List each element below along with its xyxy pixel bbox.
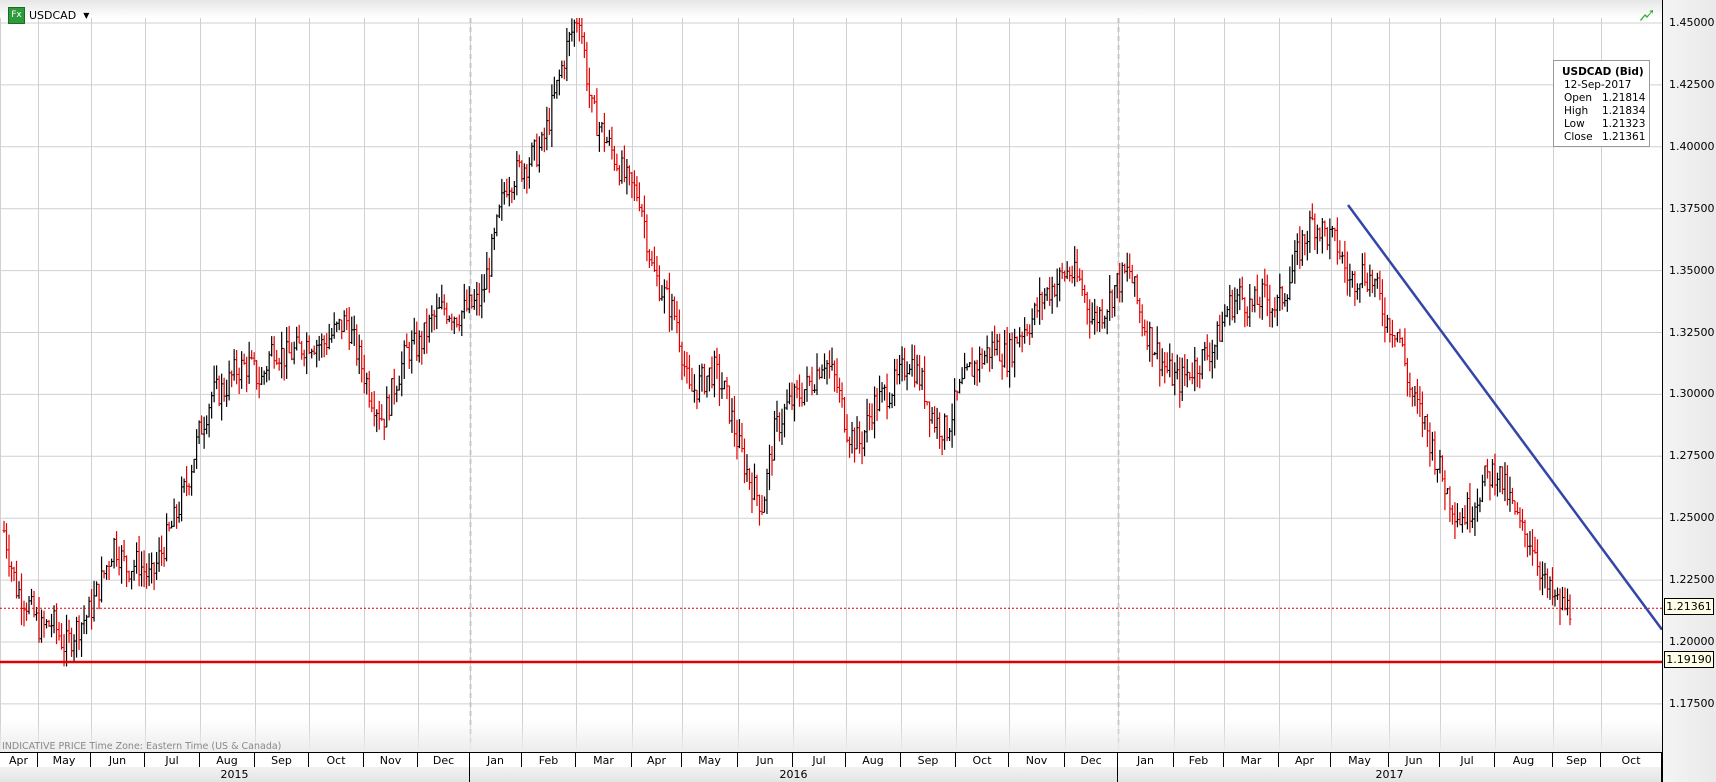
y-tick-label: 1.45000 xyxy=(1669,16,1715,29)
month-label: Oct xyxy=(309,753,364,768)
month-label: Jul xyxy=(145,753,200,768)
indicative-price-note: INDICATIVE PRICE Time Zone: Eastern Time… xyxy=(2,741,282,752)
symbol-label: USDCAD xyxy=(29,9,77,22)
tooltip-row-open: Open 1.21814 xyxy=(1564,92,1646,104)
month-label: May xyxy=(38,753,91,768)
fx-icon: Fx xyxy=(8,7,25,24)
y-tick-label: 1.20000 xyxy=(1669,635,1715,648)
month-label: Dec xyxy=(1065,753,1118,768)
month-label: Jul xyxy=(793,753,846,768)
year-label: 2015 xyxy=(0,767,470,782)
month-label: Nov xyxy=(1009,753,1065,768)
tooltip-date: 12-Sep-2017 xyxy=(1564,79,1632,91)
plot-area[interactable] xyxy=(0,0,1662,752)
last-price-tag: 1.21361 xyxy=(1664,598,1714,615)
year-label: 2016 xyxy=(470,767,1118,782)
tooltip-row-low: Low 1.21323 xyxy=(1564,118,1646,130)
y-tick-label: 1.35000 xyxy=(1669,263,1715,277)
y-tick-label: 1.32500 xyxy=(1669,325,1715,339)
ohlc-tooltip: USDCAD (Bid) 12-Sep-2017 Open 1.21814 Hig… xyxy=(1553,60,1650,147)
month-label: Apr xyxy=(1279,753,1331,768)
y-tick-label: 1.42500 xyxy=(1669,77,1715,91)
month-label: Oct xyxy=(956,753,1009,768)
month-label: Mar xyxy=(1224,753,1279,768)
tooltip-row-close: Close 1.21361 xyxy=(1564,131,1646,143)
month-label: Sep xyxy=(901,753,956,768)
symbol-selector[interactable]: Fx USDCAD ▼ xyxy=(8,7,89,24)
month-label: Jan xyxy=(1118,753,1174,768)
month-label: Aug xyxy=(846,753,901,768)
month-label: Feb xyxy=(1174,753,1224,768)
month-label: Oct xyxy=(1601,753,1662,768)
month-label: May xyxy=(682,753,738,768)
support-price-tag: 1.19190 xyxy=(1664,651,1714,668)
bottom-fade xyxy=(0,720,1662,752)
month-label: Apr xyxy=(632,753,682,768)
y-tick-label: 1.17500 xyxy=(1669,696,1715,710)
tooltip-row-high: High 1.21834 xyxy=(1564,105,1646,117)
month-label: Nov xyxy=(364,753,418,768)
month-label: Mar xyxy=(576,753,632,768)
month-label: Jun xyxy=(738,753,793,768)
trend-up-icon[interactable] xyxy=(1640,10,1654,22)
month-label: Jun xyxy=(91,753,145,768)
y-tick-label: 1.25000 xyxy=(1669,511,1715,525)
month-label: Sep xyxy=(255,753,309,768)
y-tick-label: 1.40000 xyxy=(1669,139,1715,153)
chart-header xyxy=(0,0,1662,18)
month-label: Sep xyxy=(1553,753,1601,768)
month-label: Jul xyxy=(1440,753,1495,768)
month-label: May xyxy=(1331,753,1389,768)
tooltip-title: USDCAD (Bid) xyxy=(1562,66,1644,78)
y-tick-label: 1.22500 xyxy=(1669,573,1715,587)
month-label: Jun xyxy=(1389,753,1440,768)
month-label: Apr xyxy=(0,753,38,768)
month-label: Feb xyxy=(522,753,576,768)
month-label: Jan xyxy=(470,753,522,768)
y-tick-label: 1.37500 xyxy=(1669,201,1715,215)
year-label: 2017 xyxy=(1118,767,1662,782)
chevron-down-icon[interactable]: ▼ xyxy=(83,11,90,20)
y-tick-label: 1.27500 xyxy=(1669,449,1715,463)
month-label: Dec xyxy=(418,753,470,768)
month-label: Aug xyxy=(200,753,255,768)
year-axis: 2015 2016 2017 xyxy=(0,767,1662,782)
y-tick-label: 1.30000 xyxy=(1669,387,1715,401)
month-label: Aug xyxy=(1495,753,1553,768)
